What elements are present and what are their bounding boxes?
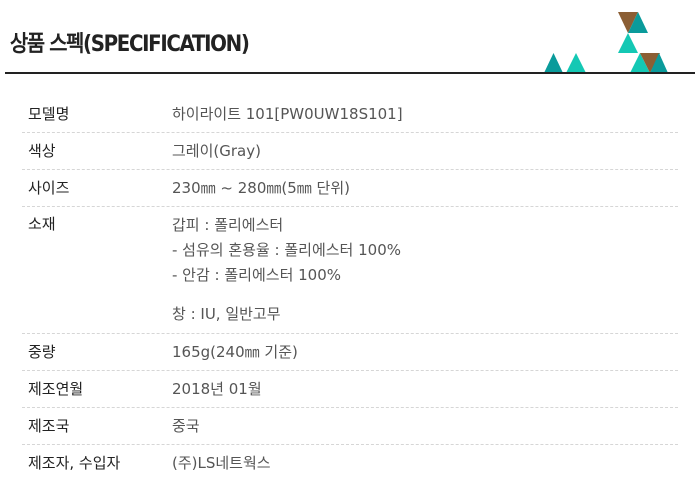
spec-value: 중국 (172, 417, 200, 435)
spec-row-color: 색상 그레이(Gray) (22, 133, 678, 170)
spec-value: 갑피 : 폴리에스터 - 섬유의 혼용율 : 폴리에스터 100% - 안감 :… (172, 213, 678, 327)
spec-row-model: 모델명 하이라이트 101[PW0UW18S101] (22, 96, 678, 133)
material-line: 창 : IU, 일반고무 (172, 305, 281, 323)
triangle-brown (640, 53, 660, 73)
triangle-teal (544, 53, 563, 73)
spec-label: 소재 (28, 215, 56, 233)
spec-row-weight: 중량 165g(240㎜ 기준) (22, 334, 678, 371)
spec-row-manufacture-date: 제조연월 2018년 01월 (22, 371, 678, 408)
spec-value: (주)LS네트웍스 (172, 454, 271, 472)
material-line: 갑피 : 폴리에스터 (172, 216, 284, 234)
spec-label: 중량 (28, 343, 56, 361)
spec-label: 제조국 (28, 417, 70, 435)
spec-row-size: 사이즈 230㎜ ~ 280㎜(5㎜ 단위) (22, 170, 678, 207)
triangle-mint (630, 53, 650, 73)
spec-label: 제조자, 수입자 (28, 454, 121, 472)
spec-label: 색상 (28, 142, 56, 160)
spec-label: 사이즈 (28, 179, 70, 197)
spec-table: 모델명 하이라이트 101[PW0UW18S101] 색상 그레이(Gray) … (0, 96, 700, 481)
spec-value: 230㎜ ~ 280㎜(5㎜ 단위) (172, 179, 350, 197)
triangle-logo-icon (544, 12, 668, 73)
title-divider (5, 72, 695, 74)
triangle-teal (650, 53, 668, 73)
spec-value: 2018년 01월 (172, 380, 262, 398)
material-line: - 안감 : 폴리에스터 100% (172, 266, 342, 284)
spec-row-country: 제조국 중국 (22, 408, 678, 445)
material-line: - 섬유의 혼용율 : 폴리에스터 100% (172, 241, 401, 259)
spec-row-material: 소재 갑피 : 폴리에스터 - 섬유의 혼용율 : 폴리에스터 100% - 안… (22, 207, 678, 334)
triangle-teal (628, 12, 648, 33)
spec-value: 그레이(Gray) (172, 142, 261, 160)
spec-value: 하이라이트 101[PW0UW18S101] (172, 105, 403, 123)
spec-label: 모델명 (28, 105, 70, 123)
spec-row-manufacturer: 제조자, 수입자 (주)LS네트웍스 (22, 445, 678, 481)
triangle-mint (618, 33, 638, 53)
spec-value: 165g(240㎜ 기준) (172, 343, 298, 361)
page-title: 상품 스펙(SPECIFICATION) (10, 32, 250, 57)
triangle-brown (618, 12, 638, 33)
triangle-mint (566, 53, 586, 73)
spec-label: 제조연월 (28, 380, 84, 398)
